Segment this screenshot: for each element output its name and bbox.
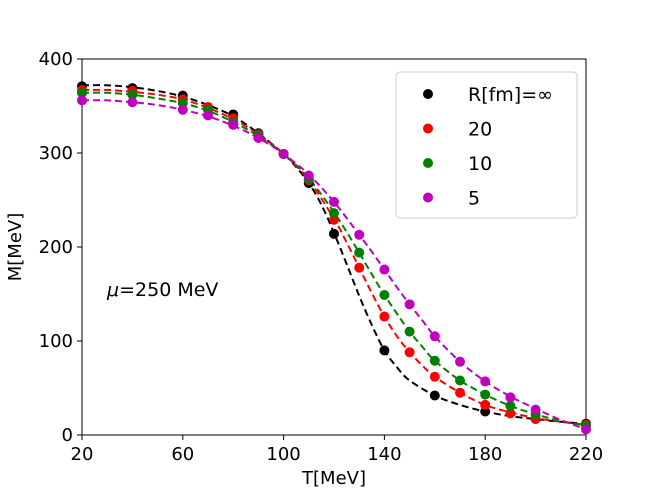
y-axis-label: M[MeV]: [5, 213, 26, 282]
data-point-series-2: [329, 208, 339, 219]
data-point-series-2: [480, 389, 491, 400]
data-point-series-3: [127, 97, 138, 108]
legend: R[fm]=∞ 20 10 5: [395, 71, 578, 219]
x-tick-label: 60: [171, 444, 194, 465]
data-point-series-2: [404, 326, 415, 337]
data-point-series-2: [379, 289, 390, 300]
y-axis-ticks: 0 100 200 300 400: [39, 49, 82, 446]
x-tick-label: 20: [71, 444, 94, 465]
data-point-series-3: [480, 376, 491, 387]
legend-marker: [423, 158, 433, 168]
data-point-series-0: [429, 390, 440, 401]
legend-label: 10: [468, 153, 492, 175]
y-tick-label: 300: [39, 143, 73, 164]
data-point-series-0: [379, 345, 390, 356]
data-point-series-3: [581, 424, 591, 435]
data-point-series-1: [455, 387, 465, 398]
data-point-series-3: [354, 229, 365, 240]
mu-symbol: μ: [106, 279, 119, 301]
data-point-series-1: [480, 399, 491, 410]
data-point-series-3: [379, 264, 390, 275]
plot-area: 20 60 100 140 180 220 0 100 200 300 400: [39, 49, 604, 465]
legend-marker: [423, 123, 433, 134]
data-point-series-3: [228, 119, 239, 130]
data-point-series-1: [505, 408, 516, 419]
data-point-series-2: [455, 375, 465, 386]
data-point-series-3: [455, 356, 465, 367]
series-markers: [77, 81, 591, 435]
data-point-series-3: [77, 95, 87, 106]
data-point-series-0: [329, 228, 339, 239]
data-point-series-3: [329, 196, 339, 207]
data-point-series-1: [354, 262, 365, 273]
legend-label: 5: [468, 188, 480, 210]
legend-label: 20: [468, 119, 492, 141]
data-point-series-3: [177, 104, 188, 115]
data-point-series-2: [505, 400, 516, 411]
data-point-series-2: [429, 355, 440, 366]
x-tick-label: 180: [468, 444, 502, 465]
data-point-series-3: [203, 110, 213, 121]
y-tick-label: 100: [39, 331, 73, 352]
x-tick-label: 100: [266, 444, 300, 465]
x-tick-label: 140: [367, 444, 401, 465]
data-point-series-1: [379, 311, 390, 322]
legend-marker: [423, 192, 433, 203]
legend-box: [395, 71, 578, 219]
y-tick-label: 400: [39, 49, 73, 70]
x-axis-label: T[MeV]: [301, 468, 366, 489]
data-point-series-3: [429, 331, 440, 342]
data-point-series-1: [404, 347, 415, 358]
x-tick-label: 220: [569, 444, 603, 465]
data-point-series-2: [127, 89, 138, 100]
legend-marker: [423, 89, 433, 99]
data-point-series-3: [278, 148, 289, 159]
data-point-series-3: [303, 170, 314, 181]
data-point-series-3: [505, 392, 516, 403]
data-point-series-3: [253, 132, 264, 143]
y-tick-label: 200: [39, 237, 73, 258]
y-tick-label: 0: [62, 425, 73, 446]
data-point-series-2: [77, 87, 87, 98]
mu-annotation: μ=250 MeV: [106, 279, 218, 301]
x-axis-ticks: 20 60 100 140 180 220: [71, 435, 603, 465]
data-point-series-1: [429, 371, 440, 382]
data-point-series-3: [404, 299, 415, 310]
data-point-series-3: [530, 404, 541, 415]
mu-value: =250 MeV: [119, 279, 218, 301]
data-point-series-2: [354, 247, 365, 258]
legend-label: R[fm]=∞: [468, 84, 553, 106]
